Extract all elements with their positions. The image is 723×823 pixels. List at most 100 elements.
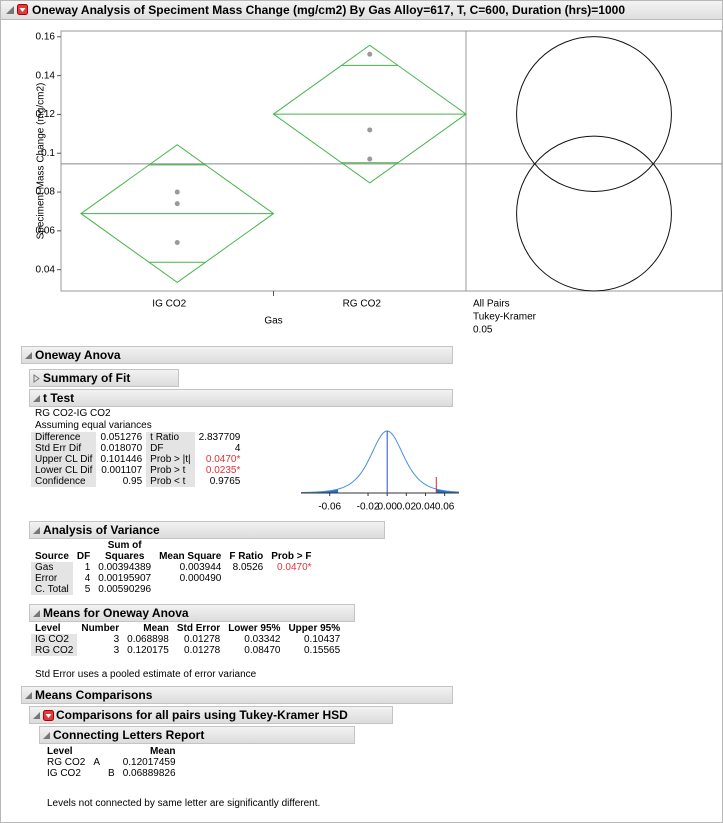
disclosure-icon[interactable] xyxy=(32,526,41,535)
table-cell: 8.0526 xyxy=(232,562,264,573)
table: Difference 0.051276 t Ratio 2.837709 Std Err… xyxy=(31,432,244,487)
heading: Summary of Fit xyxy=(43,371,131,385)
heading: Means for Oneway Anova xyxy=(43,606,189,620)
section-header[interactable]: t Test xyxy=(29,389,453,407)
plot-frame xyxy=(60,30,467,292)
column-header: Lower 95% xyxy=(228,623,281,634)
letter-blank xyxy=(89,768,104,779)
table-cell: 0.003944 xyxy=(179,562,222,573)
circle-label: All Pairs xyxy=(473,299,510,310)
section-header[interactable]: Summary of Fit xyxy=(29,369,179,387)
oneway-chart: 0.04 0.06 0.08 0.1 0.12 0.14 0.16 Speciment Mas… xyxy=(36,30,722,336)
table-row: IG CO2 B 0.06889826 xyxy=(43,768,180,779)
table-cell: IG CO2 xyxy=(47,768,81,779)
header-row: Source DF Sum of Squares Mean Square F Ratio… xyxy=(31,540,316,562)
table-cell: 0.03342 xyxy=(244,634,281,645)
comparison-circle xyxy=(516,135,672,292)
table-cell: Difference xyxy=(31,432,97,443)
table-cell: Prob > t xyxy=(146,465,195,476)
heading: Oneway Anova xyxy=(35,348,121,362)
y-tick-label: 0.14 xyxy=(36,70,56,81)
table-cell: 0.0470* xyxy=(205,454,241,465)
letter-cell: A xyxy=(93,757,101,768)
disclosure-icon[interactable] xyxy=(5,5,15,15)
table-row: Std Err Dif 0.018070 DF 4 xyxy=(31,443,244,454)
table-cell: 2.837709 xyxy=(198,432,241,443)
table-cell: 0.95 xyxy=(122,476,143,487)
column-header: Mean Square xyxy=(159,551,222,562)
x-tick-label: 0.04 xyxy=(416,502,436,513)
table-cell: 3 xyxy=(113,634,120,645)
disclosure-icon[interactable] xyxy=(24,351,33,360)
section-header[interactable]: Means for Oneway Anova xyxy=(29,604,355,622)
disclosure-icon[interactable] xyxy=(24,691,33,700)
note: Levels not connected by same letter are … xyxy=(47,798,321,809)
data-point xyxy=(174,189,180,195)
table-cell: 0.051276 xyxy=(100,432,143,443)
table-cell: 4 xyxy=(234,443,241,454)
section-header[interactable]: Analysis of Variance xyxy=(29,521,385,539)
disclosure-icon[interactable] xyxy=(32,394,41,403)
table-cell: 0.000490 xyxy=(179,573,222,584)
table-cell: Gas xyxy=(31,562,73,573)
title-bar: Oneway Analysis of Speciment Mass Change… xyxy=(1,1,722,20)
menu-button[interactable] xyxy=(17,4,28,15)
table-cell: DF xyxy=(146,443,195,454)
column-header: F Ratio xyxy=(229,551,264,562)
table-row: Difference 0.051276 t Ratio 2.837709 xyxy=(31,432,244,443)
section-header[interactable]: Oneway Anova xyxy=(21,346,453,364)
t-test-table-host: Difference 0.051276 t Ratio 2.837709 Std Err… xyxy=(31,432,244,487)
x-tick-label: IG CO2 xyxy=(152,299,186,310)
section-header[interactable]: Comparisons for all pairs using Tukey-Kr… xyxy=(29,706,393,724)
table-row: Lower CL Dif 0.001107 Prob > t 0.0235* xyxy=(31,465,244,476)
table-cell: Error xyxy=(31,573,73,584)
table-cell: 0.001107 xyxy=(101,465,143,476)
section-header[interactable]: Means Comparisons xyxy=(21,686,453,704)
disclosure-icon[interactable] xyxy=(42,731,51,740)
circle-label: Tukey-Kramer xyxy=(473,312,537,323)
menu-button[interactable] xyxy=(43,710,54,722)
comparison-circle xyxy=(516,36,672,193)
table-cell: 0.120175 xyxy=(127,645,169,656)
data-point xyxy=(174,239,180,245)
disclosure-icon[interactable] xyxy=(32,609,41,618)
x-tick-label: 0.02 xyxy=(397,502,417,513)
circle-frame xyxy=(465,30,722,292)
heading: t Test xyxy=(43,391,75,405)
table-row: IG CO2 3 0.068898 0.01278 0.03342 0.10437 xyxy=(31,634,344,645)
section-header[interactable]: Connecting Letters Report xyxy=(39,726,355,744)
letter-cell: B xyxy=(108,768,115,779)
t-density-chart: -0.06 -0.020.00 0.02 0.04 0.06 xyxy=(301,430,460,513)
table-cell: 0.00394389 xyxy=(98,562,152,573)
table-cell: RG CO2 xyxy=(47,757,86,768)
table-cell: RG CO2 xyxy=(31,645,78,656)
table-cell: 0.9765 xyxy=(209,476,241,487)
disclosure-icon[interactable] xyxy=(32,711,41,720)
letter-blank xyxy=(104,757,119,768)
x-tick-label: 0.06 xyxy=(435,502,455,513)
column-header: Sum of Squares xyxy=(104,540,145,562)
column-header: Level xyxy=(35,623,61,634)
table-cell: 0.00195907 xyxy=(98,573,152,584)
heading: Connecting Letters Report xyxy=(53,728,205,742)
density-curve xyxy=(301,430,460,494)
table-row: Gas 1 0.00394389 0.003944 8.0526 0.0470* xyxy=(31,562,316,573)
table-cell: t Ratio xyxy=(146,432,195,443)
disclosure-icon[interactable] xyxy=(32,374,41,384)
table-cell: C. Total xyxy=(31,584,73,595)
tail-area xyxy=(301,489,339,493)
table-cell: Std Err Dif xyxy=(31,443,97,454)
table-cell: 0.0235* xyxy=(205,465,241,476)
table-cell: 3 xyxy=(113,645,120,656)
table-cell: Prob > |t| xyxy=(146,454,195,465)
heading: Analysis of Variance xyxy=(43,523,160,537)
header-row: Level Mean xyxy=(43,746,180,757)
letters-table-host: Level Mean RG CO2 A 0.12017459 IG CO2 B 0.06889… xyxy=(43,746,180,779)
x-axis-title: Gas xyxy=(264,316,282,327)
y-tick-label: 0.16 xyxy=(36,31,56,42)
table-cell: Lower CL Dif xyxy=(31,465,97,476)
x-tick-label: -0.02 xyxy=(357,502,380,513)
letters-header xyxy=(89,746,118,757)
table-row: RG CO2 3 0.120175 0.01278 0.08470 0.15565 xyxy=(31,645,344,656)
table-cell: 0.10437 xyxy=(303,634,341,645)
